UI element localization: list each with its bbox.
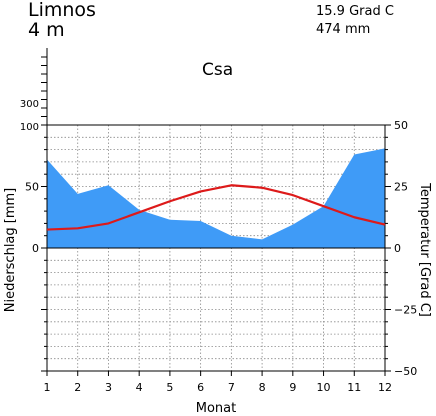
left-tick-label: 0 xyxy=(32,242,39,255)
x-axis-label: Monat xyxy=(196,401,236,416)
x-tick-label: 11 xyxy=(347,381,361,394)
station-elevation: 4 m xyxy=(28,19,65,41)
x-tick-label: 10 xyxy=(317,381,331,394)
temperature-line xyxy=(46,184,386,231)
right-tick-label: −25 xyxy=(394,304,417,317)
x-tick-label: 3 xyxy=(105,381,112,394)
left-upper-tick-label: 300 xyxy=(20,99,39,110)
mean-temperature: 15.9 Grad C xyxy=(316,4,394,19)
x-tick-label: 9 xyxy=(289,381,296,394)
x-tick-label: 8 xyxy=(259,381,266,394)
precipitation-area-layer xyxy=(47,148,385,248)
station-name: Limnos xyxy=(28,0,96,21)
annual-precipitation: 474 mm xyxy=(316,22,371,37)
climate-classification: Csa xyxy=(202,60,234,80)
axes xyxy=(41,48,391,376)
right-tick-label: −50 xyxy=(394,365,417,378)
left-upper-tick-label: 100 xyxy=(20,122,39,133)
x-tick-label: 2 xyxy=(74,381,81,394)
right-tick-label: 50 xyxy=(394,119,408,132)
y-axis-label-left: Niederschlag [mm] xyxy=(3,188,18,313)
x-tick-label: 1 xyxy=(44,381,51,394)
left-tick-label: 50 xyxy=(25,181,39,194)
x-tick-label: 12 xyxy=(378,381,392,394)
x-tick-label: 4 xyxy=(136,381,143,394)
x-tick-label: 5 xyxy=(166,381,173,394)
precipitation-area xyxy=(47,148,385,248)
temperature-line-layer xyxy=(46,184,386,231)
right-tick-label: 25 xyxy=(394,181,408,194)
x-tick-label: 6 xyxy=(197,381,204,394)
y-axis-label-right: Temperatur [Grad C] xyxy=(417,182,432,317)
right-tick-label: 0 xyxy=(394,242,401,255)
x-tick-label: 7 xyxy=(228,381,235,394)
